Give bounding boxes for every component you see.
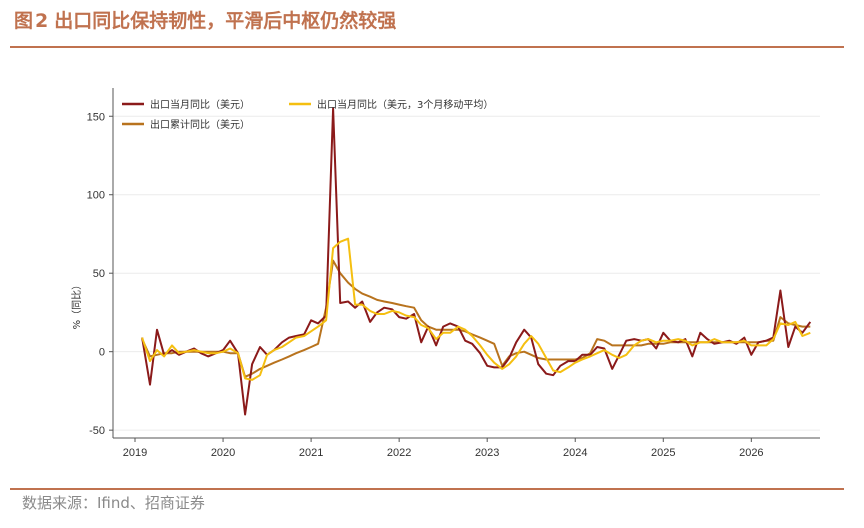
figure-title-text: 出口同比保持韧性，平滑后中枢仍然较强 [54,10,397,32]
y-tick-label: 0 [99,347,105,359]
x-tick-label: 2020 [211,447,235,459]
legend: 出口当月同比（美元） 出口累计同比（美元） 出口当月同比（美元，3个月移动平均） [122,98,493,131]
figure-label: 图 [14,10,34,32]
legend-label-1: 出口累计同比（美元） [150,118,250,131]
source-note: 数据来源：Ifind、招商证券 [22,494,205,512]
y-tick-label: 50 [93,268,105,280]
series-line-1 [141,259,811,378]
series-layer [141,107,812,416]
x-tick-label: 2021 [299,447,323,459]
y-tick-label: 100 [87,190,105,202]
legend-label-2: 出口当月同比（美元，3个月移动平均） [317,98,493,111]
y-axis-label: %（同比） [71,280,83,330]
x-tick-label: 2025 [651,447,675,459]
series-line-0 [141,107,812,416]
x-tick-label: 2023 [475,447,499,459]
x-tick-label: 2024 [563,447,587,459]
y-tick-label: -50 [89,425,105,437]
y-tick-label: 150 [87,111,105,123]
x-tick-label: 2019 [123,447,147,459]
x-tick-label: 2022 [387,447,411,459]
grid-layer [113,115,820,431]
footer-divider [10,488,844,490]
figure-number: 2 [35,10,49,32]
title-divider [10,46,844,48]
x-tick-label: 2026 [739,447,763,459]
figure-title: 图 2 出口同比保持韧性，平滑后中枢仍然较强 [14,6,396,36]
series-line-2 [141,237,811,381]
axis-layer: -50 0 50 100 150 2019 2020 2021 2022 2023 2024 2025… [87,88,820,459]
legend-label-0: 出口当月同比（美元） [150,98,250,111]
